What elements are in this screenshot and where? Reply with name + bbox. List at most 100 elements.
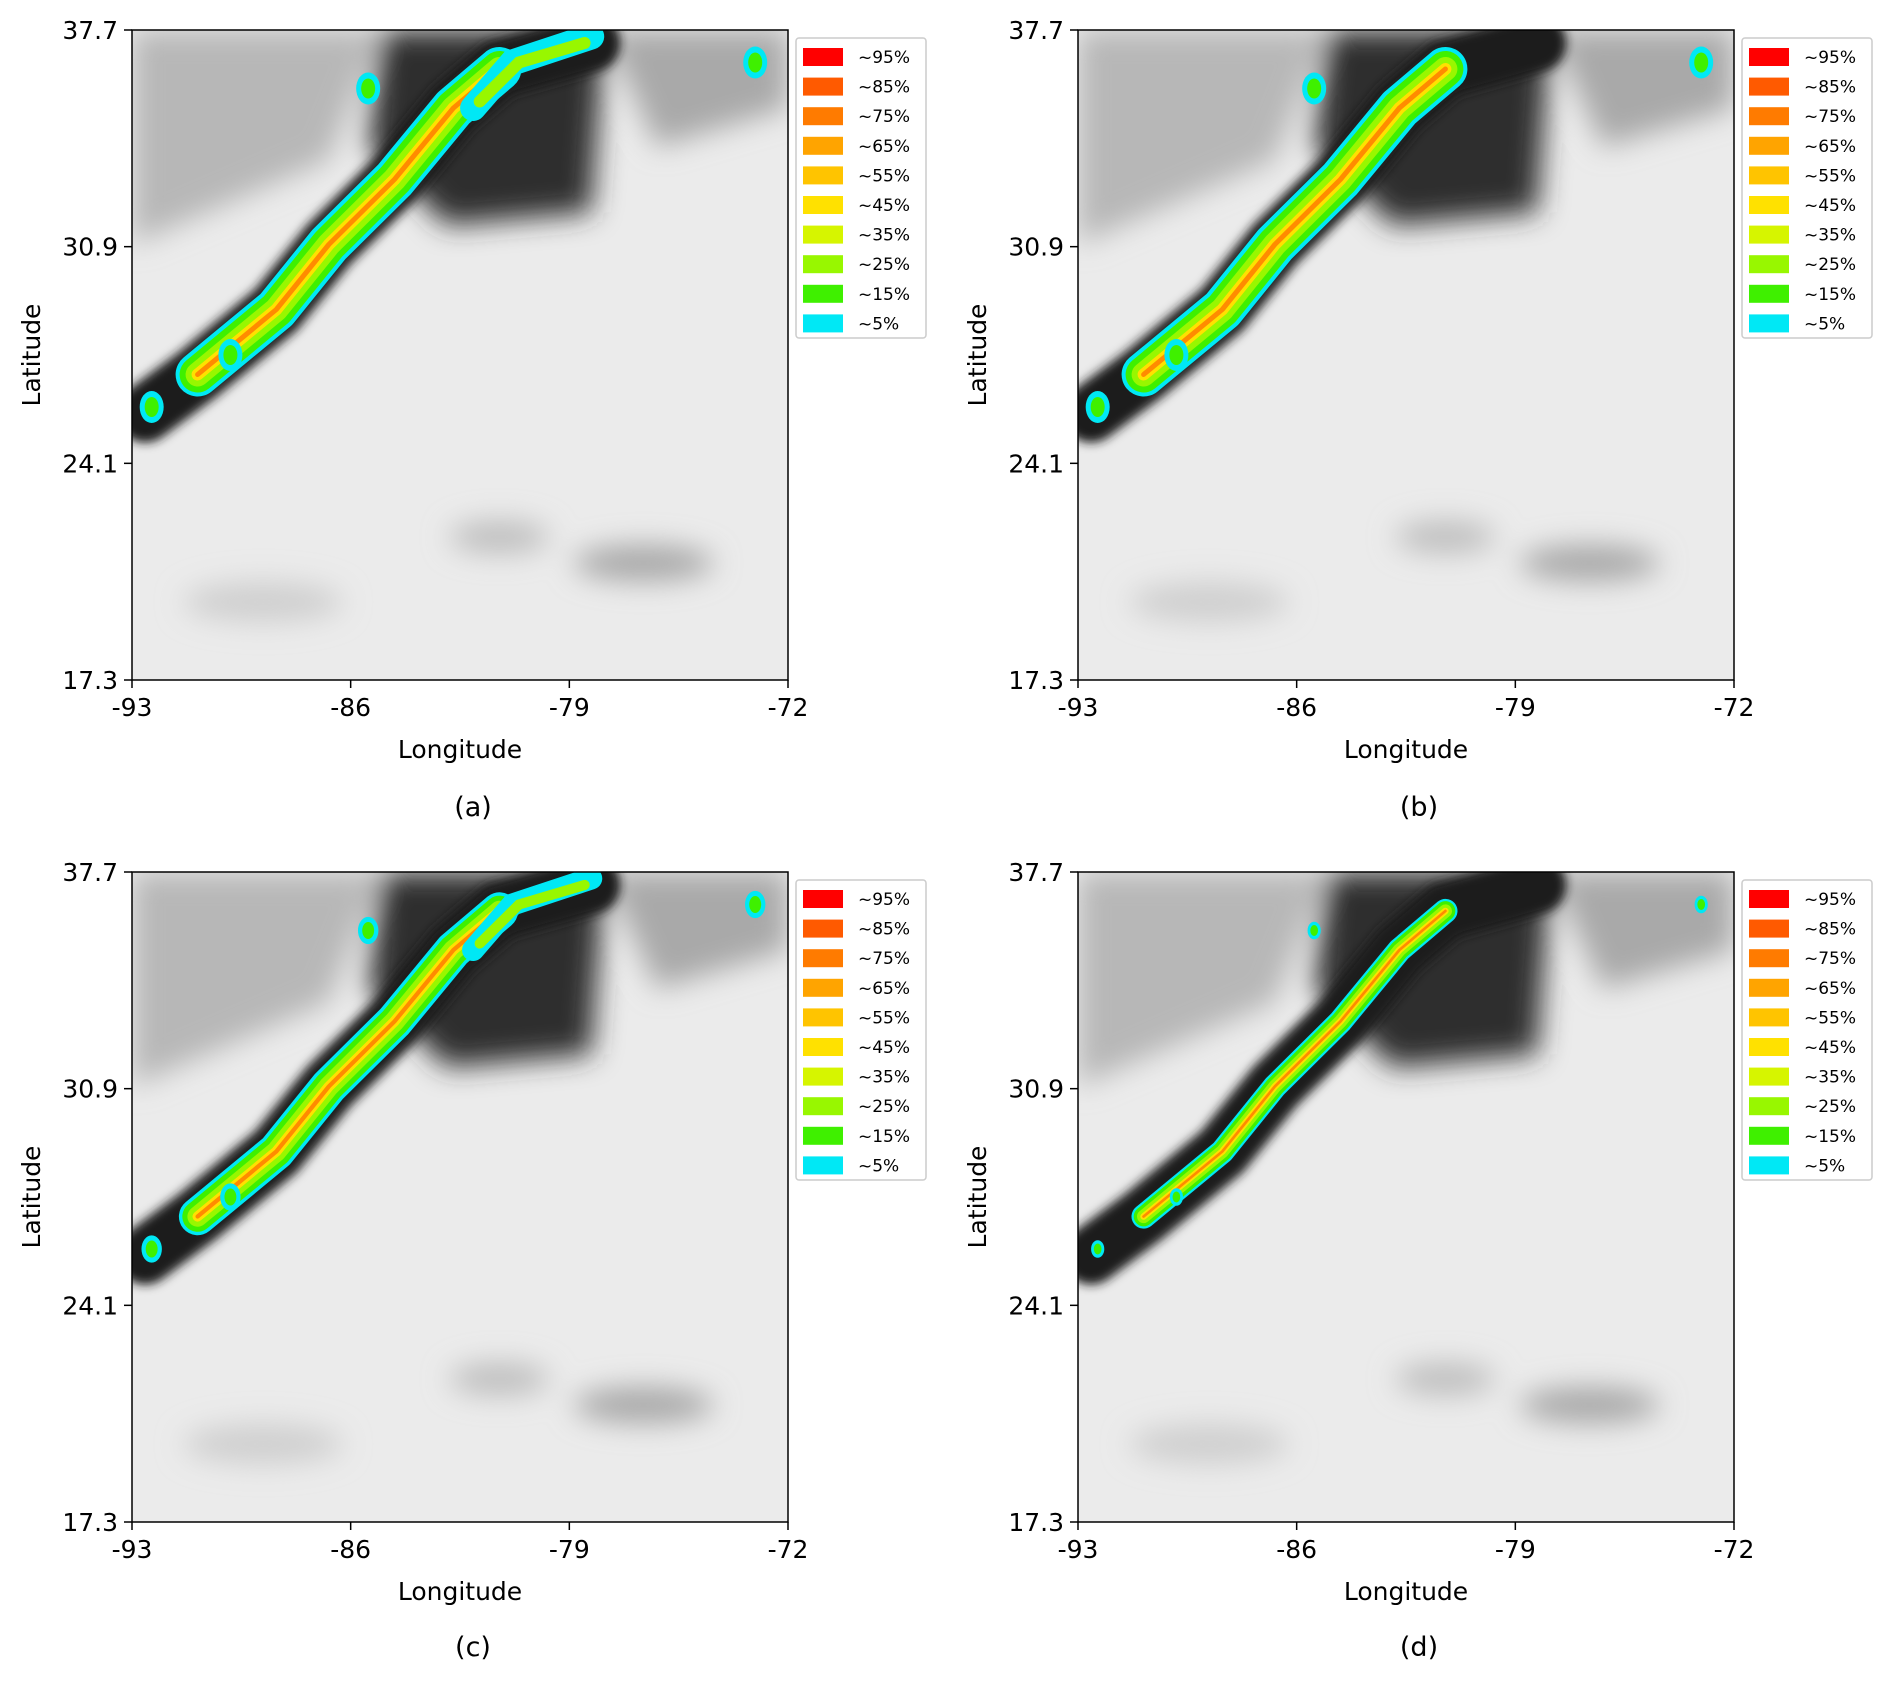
legend-swatch [803, 225, 843, 244]
y-axis-label: Latitude [963, 1146, 992, 1249]
x-tick-label: -72 [1714, 1535, 1755, 1564]
isolated-cell-core [1307, 78, 1322, 99]
x-axis-label: Longitude [398, 1577, 522, 1606]
legend-swatch [1749, 225, 1789, 244]
legend-entry-label: ~15% [858, 285, 910, 305]
legend-entry-label: ~65% [858, 137, 910, 157]
legend-entry-label: ~35% [858, 1068, 910, 1088]
probability-overlay [1091, 895, 1708, 1258]
plot-area [1077, 29, 1735, 681]
legend-swatch [1749, 314, 1789, 333]
map-figure-c: -93 -86 -79 -72 37.7 30.9 24.1 17.3 Longitude Lat… [17, 858, 927, 1606]
plot-area [131, 871, 789, 1523]
legend-entry-label: ~65% [858, 979, 910, 999]
isolated-cell-core [1310, 925, 1319, 936]
x-tick-label: -93 [1058, 1535, 1099, 1564]
legend-entry-label: ~35% [1804, 226, 1856, 246]
legend-entry-label: ~5% [858, 1156, 899, 1176]
legend-swatch [803, 255, 843, 274]
y-tick-label: 30.9 [1008, 233, 1064, 262]
legend-swatch [1749, 255, 1789, 274]
map-figure-b: -93 -86 -79 -72 37.7 30.9 24.1 17.3 Longitude Lat… [963, 16, 1873, 764]
legend-entry-label: ~95% [858, 48, 910, 68]
x-tick-label: -86 [1276, 693, 1317, 722]
legend-swatch [803, 48, 843, 66]
legend-swatch [1749, 166, 1789, 185]
y-axis-label: Latitude [17, 1146, 46, 1249]
panel-caption-a: (a) [454, 792, 492, 823]
legend-entry-label: ~85% [858, 920, 910, 940]
legend-swatch [1749, 1126, 1789, 1145]
legend-entry-label: ~85% [1804, 78, 1856, 98]
y-tick-label: 17.3 [1008, 666, 1064, 695]
legend: ~95% ~85% ~75% ~65% ~55% ~45% ~35% ~25% ~15% ~5% [795, 37, 927, 339]
legend-entry-label: ~5% [858, 314, 899, 334]
x-tick-label: -86 [330, 693, 371, 722]
legend-swatch [803, 1008, 843, 1027]
legend-entry-label: ~15% [1804, 1127, 1856, 1147]
legend-entry-label: ~15% [858, 1127, 910, 1147]
legend-entry-label: ~75% [858, 107, 910, 127]
legend-swatch [803, 1126, 843, 1145]
x-tick-label: -86 [1276, 1535, 1317, 1564]
legend-swatch [803, 77, 843, 96]
x-tick-label: -93 [112, 1535, 153, 1564]
panel-caption-b: (b) [1399, 792, 1439, 823]
y-tick-label: 17.3 [62, 1508, 118, 1537]
x-tick-label: -86 [330, 1535, 371, 1564]
legend-swatch [803, 196, 843, 214]
legend-entry-label: ~55% [1804, 1008, 1856, 1028]
legend-entry-label: ~65% [1804, 137, 1856, 157]
legend-swatch [803, 1067, 843, 1086]
y-tick-label: 24.1 [1008, 449, 1064, 478]
isolated-cell-core [1697, 899, 1706, 910]
legend-entry-label: ~75% [1804, 949, 1856, 969]
overlay-contour [195, 908, 502, 1219]
legend-swatch [803, 890, 843, 908]
legend-entry-label: ~25% [858, 1097, 910, 1117]
isolated-cell-core [361, 78, 376, 99]
legend-swatch [803, 136, 843, 155]
legend: ~95% ~85% ~75% ~65% ~55% ~45% ~35% ~25% ~15% ~5% [1741, 37, 1873, 339]
legend-entry-label: ~45% [858, 1038, 910, 1058]
north-branch-core [473, 37, 591, 108]
legend-swatch [803, 107, 843, 126]
legend-swatch [1749, 48, 1789, 66]
legend-entry-label: ~25% [1804, 1097, 1856, 1117]
y-tick-label: 30.9 [62, 1075, 118, 1104]
x-axis-label: Longitude [1344, 1577, 1468, 1606]
legend-entry-label: ~25% [1804, 255, 1856, 275]
y-tick-label: 30.9 [62, 233, 118, 262]
legend-entry-label: ~25% [858, 255, 910, 275]
legend-swatch [803, 978, 843, 997]
y-tick-label: 37.7 [1008, 16, 1064, 45]
legend-entry-label: ~45% [1804, 196, 1856, 216]
plot-frame [1077, 871, 1735, 1523]
legend-entry-label: ~55% [858, 1008, 910, 1028]
legend-swatch [1749, 196, 1789, 214]
legend-entry-label: ~95% [1804, 48, 1856, 68]
legend-swatch [1749, 919, 1789, 938]
legend-swatch [1749, 949, 1789, 968]
x-axis-label: Longitude [398, 735, 522, 764]
panel-b: -93 -86 -79 -72 37.7 30.9 24.1 17.3 Longitude Lat… [946, 0, 1892, 842]
panel-caption-c: (c) [455, 1632, 491, 1663]
overlay-contour [195, 66, 502, 377]
y-tick-label: 17.3 [1008, 1508, 1064, 1537]
legend-entry-label: ~55% [1804, 166, 1856, 186]
legend-swatch [1749, 77, 1789, 96]
legend-entry-label: ~5% [1804, 1156, 1845, 1176]
y-tick-label: 24.1 [1008, 1291, 1064, 1320]
isolated-cell-core [1090, 397, 1105, 417]
legend-entry-label: ~45% [858, 196, 910, 216]
legend-entry-label: ~35% [858, 226, 910, 246]
legend-entry-label: ~5% [1804, 314, 1845, 334]
isolated-cell-core [749, 896, 762, 913]
legend-swatch [1749, 978, 1789, 997]
legend-swatch [1749, 107, 1789, 126]
plot-frame [131, 29, 789, 681]
isolated-cell-core [224, 1188, 237, 1206]
panel-caption-d: (d) [1399, 1632, 1439, 1663]
legend-swatch [1749, 1097, 1789, 1116]
legend-entry-label: ~45% [1804, 1038, 1856, 1058]
